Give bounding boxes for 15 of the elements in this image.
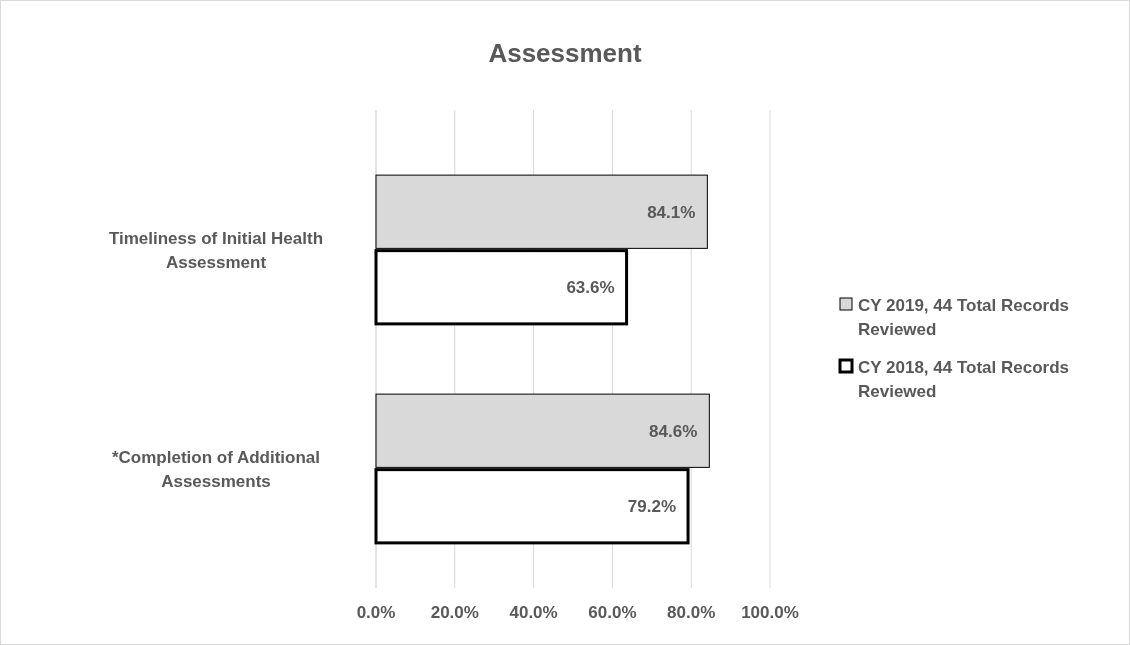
x-tick-label: 20.0%	[430, 603, 479, 622]
y-tick-label: Timeliness of Initial Health Assessment	[108, 228, 324, 272]
x-tick-label: 40.0%	[509, 603, 558, 622]
y-tick-label: *Completion of Additional Assessments	[111, 447, 321, 491]
x-tick-label: 60.0%	[588, 603, 637, 622]
chart-title: Assessment	[488, 38, 642, 68]
data-label: 84.1%	[647, 202, 696, 222]
data-label: 84.6%	[649, 421, 698, 441]
data-label: 79.2%	[627, 497, 677, 517]
x-tick-label: 80.0%	[667, 603, 716, 622]
x-tick-label: 100.0%	[741, 603, 799, 622]
legend-label: CY 2018, 44 Total Records Reviewed	[858, 358, 1070, 401]
legend-label: CY 2019, 44 Total Records Reviewed	[858, 296, 1070, 339]
data-label: 63.6%	[566, 278, 615, 298]
x-tick-label: 0.0%	[356, 603, 396, 622]
